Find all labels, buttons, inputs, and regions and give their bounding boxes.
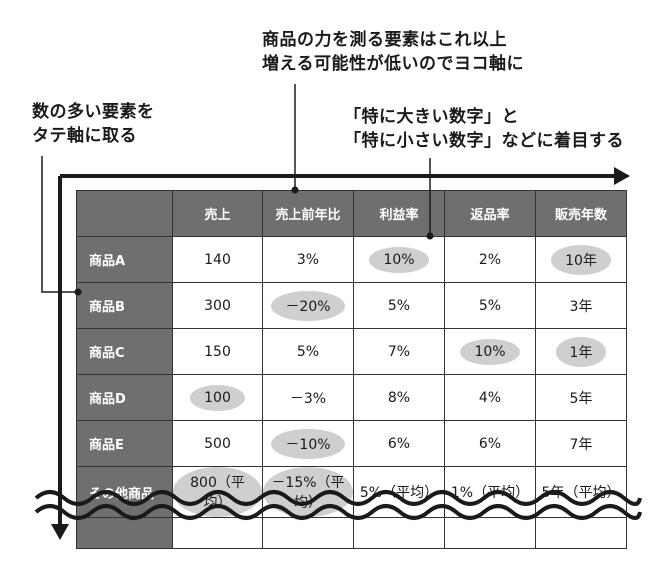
table-cell: 7%: [353, 328, 445, 375]
table-row: 商品B 300 －20% 5% 5% 3年: [76, 282, 627, 329]
table-cell: [535, 517, 627, 549]
row-header: 商品B: [76, 282, 173, 329]
table-cell: 500: [172, 420, 263, 467]
table-cell: 10%: [444, 328, 536, 375]
data-table: 売上 売上前年比 利益率 返品率 販売年数 商品A 140 3% 10% 2% 10年 商品…: [76, 190, 627, 549]
cell-value: 7年: [569, 436, 593, 453]
cell-value: 4%: [478, 389, 502, 406]
row-header: 商品D: [76, 374, 173, 421]
highlighted-value: 10%: [460, 338, 520, 365]
annotation-horizontal-axis: 商品の力を測る要素はこれ以上 増える可能性が低いのでヨコ軸に: [262, 28, 524, 76]
table-cell: 3年: [535, 282, 627, 329]
highlighted-value: 10年: [551, 244, 611, 275]
column-header: 返品率: [444, 190, 536, 237]
table-row: 商品E 500 －10% 6% 6% 7年: [76, 420, 627, 467]
table-cell: [353, 517, 445, 549]
table-cell: －3%: [262, 374, 354, 421]
table-cell: 100: [172, 374, 263, 421]
column-header: 販売年数: [535, 190, 627, 237]
annotation-line: 増える可能性が低いのでヨコ軸に: [262, 54, 524, 74]
leader-dot: [426, 232, 434, 240]
annotation-line: タテ軸に取る: [32, 126, 137, 146]
annotation-line: 数の多い要素を: [32, 102, 155, 122]
table-cell: 6%: [444, 420, 536, 467]
highlighted-value: －20%: [271, 290, 345, 321]
table-cell: 10年: [535, 236, 627, 283]
cell-value: 500: [204, 435, 231, 452]
highlighted-value: 10%: [369, 246, 429, 273]
cell-value: 7%: [387, 343, 411, 360]
truncated-row: [76, 517, 627, 549]
table-cell: 4%: [444, 374, 536, 421]
break-wave: [34, 504, 642, 520]
row-header: 商品C: [76, 328, 173, 375]
cell-value: 5%: [387, 297, 411, 314]
table-cell: －20%: [262, 282, 354, 329]
cell-value: 8%: [387, 389, 411, 406]
cell-value: 300: [204, 297, 231, 314]
table-cell: [444, 517, 536, 549]
table-cell: [172, 517, 263, 549]
cell-value: 150: [204, 343, 231, 360]
annotation-line: 「特に大きい数字」と: [344, 107, 519, 127]
table-cell: 2%: [444, 236, 536, 283]
table-cell: 5%: [353, 282, 445, 329]
row-header: [76, 517, 173, 549]
highlighted-value: 100: [190, 384, 245, 411]
row-header: 商品A: [76, 236, 173, 283]
highlighted-value: －10%: [271, 428, 345, 459]
cell-value: 3%: [296, 251, 320, 268]
vertical-arrowhead: [51, 524, 69, 540]
cell-value: 6%: [478, 435, 502, 452]
cell-value: －3%: [289, 390, 327, 407]
table-cell: 5%: [444, 282, 536, 329]
table-cell: 7年: [535, 420, 627, 467]
cell-value: 6%: [387, 435, 411, 452]
cell-value: 5%: [296, 343, 320, 360]
table-cell: 10%: [353, 236, 445, 283]
cell-value: 5年: [569, 390, 593, 407]
cell-value: 3年: [569, 298, 593, 315]
table-cell: 6%: [353, 420, 445, 467]
table-cell: 1年: [535, 328, 627, 375]
leader-dot: [74, 288, 82, 296]
table-row: 商品A 140 3% 10% 2% 10年: [76, 236, 627, 283]
table-row: 商品D 100 －3% 8% 4% 5年: [76, 374, 627, 421]
cell-value: 140: [204, 251, 231, 268]
leader-line: [41, 156, 78, 293]
row-header: 商品E: [76, 420, 173, 467]
table-cell: 5%: [262, 328, 354, 375]
cell-value: 5年（平均）: [541, 485, 621, 501]
horizontal-arrowhead: [614, 167, 630, 185]
table-cell: 140: [172, 236, 263, 283]
annotation-line: 商品の力を測る要素はこれ以上: [262, 30, 507, 50]
break-wave: [34, 490, 642, 506]
cell-value: 5%: [478, 297, 502, 314]
annotation-line: 「特に小さい数字」などに着目する: [344, 131, 624, 151]
column-header: 売上: [172, 190, 263, 237]
table-cell: 5年: [535, 374, 627, 421]
table-row: 商品C 150 5% 7% 10% 1年: [76, 328, 627, 375]
table-cell: 300: [172, 282, 263, 329]
highlighted-value: 1年: [555, 336, 607, 367]
table-cell: [262, 517, 354, 549]
table-cell: 800（平均）: [172, 466, 263, 518]
table-cell: 150: [172, 328, 263, 375]
cell-value: 2%: [478, 251, 502, 268]
annotation-focus: 「特に大きい数字」と 「特に小さい数字」などに着目する: [344, 105, 624, 153]
annotation-vertical-axis: 数の多い要素を タテ軸に取る: [32, 100, 155, 148]
leader-dot: [291, 186, 299, 194]
cell-value: 5%（平均）: [359, 485, 439, 501]
